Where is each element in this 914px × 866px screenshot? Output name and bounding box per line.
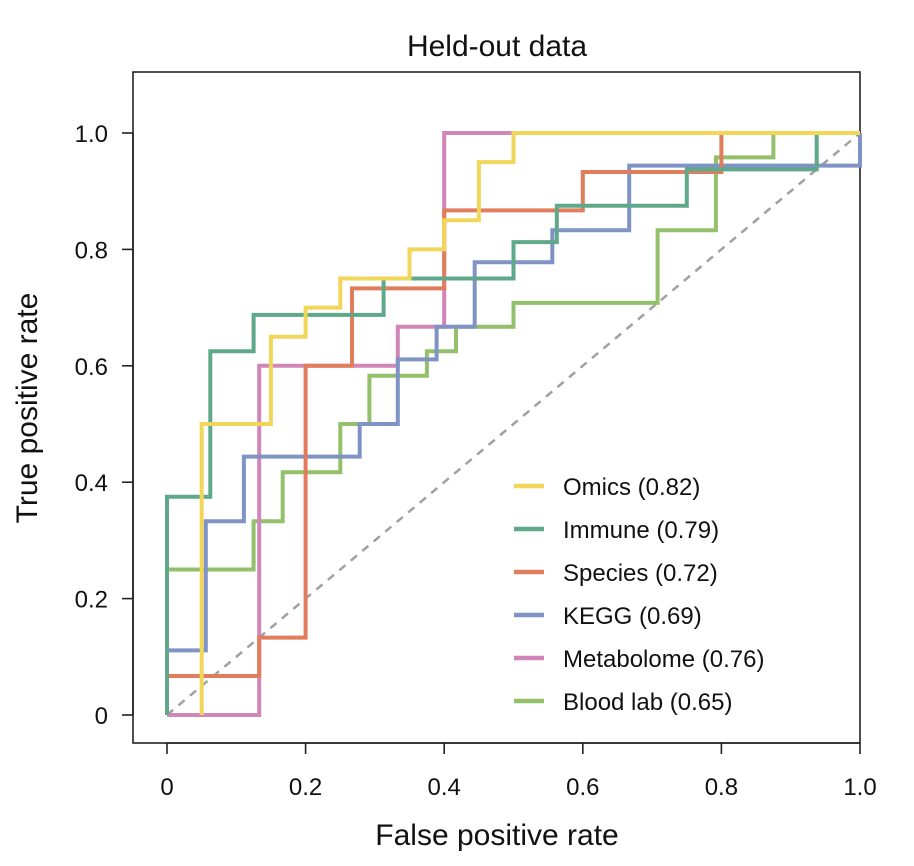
roc-curve-3 bbox=[165, 133, 862, 715]
y-axis-label: True positive rate bbox=[11, 293, 44, 524]
y-tick-label: 0.2 bbox=[75, 587, 108, 614]
x-tick-label: 1.0 bbox=[843, 774, 876, 801]
roc-curve-1 bbox=[165, 131, 860, 715]
legend-label: Blood lab (0.65) bbox=[563, 689, 732, 716]
y-tick-label: 1.0 bbox=[75, 121, 108, 148]
roc-curve-2 bbox=[165, 131, 860, 715]
legend: Omics (0.82) Immune (0.79) Species (0.72) K… bbox=[514, 474, 764, 716]
x-axis: 0 0.2 0.4 0.6 0.8 1.0 bbox=[160, 742, 877, 801]
legend-label: Metabolome (0.76) bbox=[563, 646, 764, 673]
legend-label: Immune (0.79) bbox=[563, 517, 719, 544]
roc-curve-0 bbox=[199, 131, 860, 715]
series-lines bbox=[165, 131, 862, 717]
x-tick-label: 0.2 bbox=[289, 774, 322, 801]
x-tick-label: 0.4 bbox=[428, 774, 461, 801]
x-tick-label: 0.8 bbox=[705, 774, 738, 801]
y-tick-label: 0.4 bbox=[75, 470, 108, 497]
x-tick-label: 0.6 bbox=[566, 774, 599, 801]
legend-label: Species (0.72) bbox=[563, 560, 718, 587]
plot-frame bbox=[132, 71, 861, 744]
x-axis-label: False positive rate bbox=[375, 819, 618, 852]
legend-label: Omics (0.82) bbox=[563, 474, 700, 501]
y-axis: 0 0.2 0.4 0.6 0.8 1.0 bbox=[75, 121, 134, 730]
y-tick-label: 0.6 bbox=[75, 354, 108, 381]
legend-label: KEGG (0.69) bbox=[563, 603, 702, 630]
roc-curve-5 bbox=[165, 131, 860, 715]
reference-diagonal bbox=[166, 132, 861, 716]
y-tick-label: 0.8 bbox=[75, 237, 108, 264]
x-tick-label: 0 bbox=[160, 774, 173, 801]
chart-title: Held-out data bbox=[407, 30, 587, 63]
y-tick-label: 0 bbox=[95, 703, 108, 730]
